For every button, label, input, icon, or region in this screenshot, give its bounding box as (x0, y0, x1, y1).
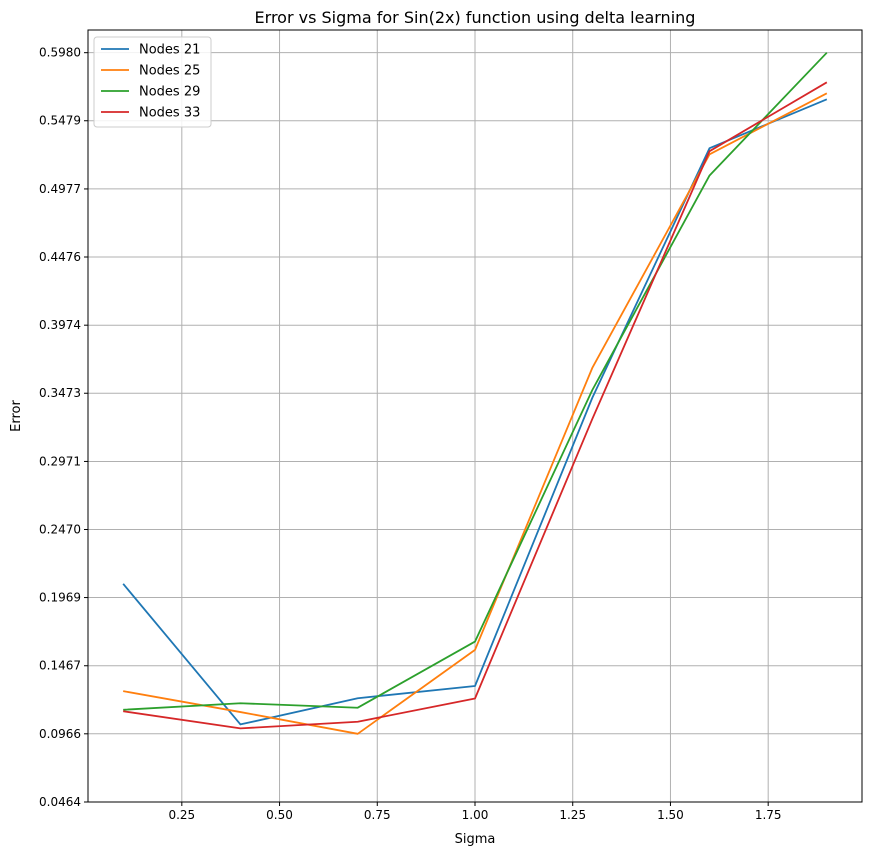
x-tick-label: 0.75 (364, 808, 391, 822)
y-axis: 0.0464 0.0966 0.1467 0.1969 0.2470 0.2971 0.34… (39, 46, 88, 809)
y-tick-label: 0.0464 (39, 795, 81, 809)
y-tick-label: 0.2470 (39, 522, 81, 536)
y-tick-label: 0.5980 (39, 46, 81, 60)
series-line-nodes-33 (123, 81, 828, 730)
series-group (122, 52, 828, 735)
legend-label-nodes-33: Nodes 33 (139, 106, 200, 121)
legend-box (93, 36, 212, 128)
y-tick-label: 0.4977 (39, 182, 81, 196)
x-tick-label: 0.25 (168, 808, 195, 822)
chart-title: Error vs Sigma for Sin(2x) function usin… (255, 8, 696, 27)
y-tick-label: 0.4476 (39, 250, 81, 264)
y-axis-label: Error (9, 400, 24, 432)
x-axis: 0.25 0.50 0.75 1.00 1.25 1.50 1.75 (168, 802, 782, 822)
x-tick-label: 1.00 (462, 808, 489, 822)
y-tick-label: 0.5479 (39, 114, 81, 128)
series-line-nodes-29 (123, 52, 828, 711)
legend-label-nodes-25: Nodes 25 (139, 64, 200, 79)
x-tick-label: 1.25 (559, 808, 586, 822)
x-axis-label: Sigma (455, 832, 496, 847)
series-line-nodes-21 (122, 98, 828, 726)
x-tick-label: 1.75 (755, 808, 782, 822)
y-tick-label: 0.1969 (39, 591, 81, 605)
grid (88, 30, 862, 803)
y-tick-label: 0.3473 (39, 386, 81, 400)
y-tick-label: 0.3974 (39, 318, 81, 332)
y-tick-label: 0.0966 (39, 727, 81, 741)
series-line-nodes-25 (123, 92, 828, 735)
x-tick-label: 1.50 (657, 808, 684, 822)
legend: Nodes 21 Nodes 25 Nodes 29 Nodes 33 (93, 36, 212, 128)
legend-label-nodes-29: Nodes 29 (139, 85, 200, 100)
x-tick-label: 0.50 (266, 808, 293, 822)
y-tick-label: 0.1467 (39, 659, 81, 673)
y-tick-label: 0.2971 (39, 454, 81, 468)
legend-label-nodes-21: Nodes 21 (139, 43, 200, 58)
